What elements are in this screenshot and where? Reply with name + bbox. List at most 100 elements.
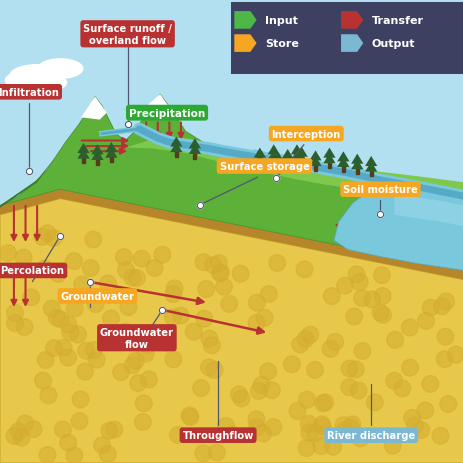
Polygon shape — [290, 145, 302, 155]
Circle shape — [164, 286, 181, 303]
Circle shape — [421, 376, 438, 393]
Circle shape — [66, 447, 82, 463]
Circle shape — [447, 347, 463, 363]
Circle shape — [106, 421, 122, 438]
Polygon shape — [440, 204, 463, 271]
Polygon shape — [0, 190, 463, 280]
Circle shape — [439, 396, 456, 413]
Polygon shape — [337, 152, 349, 162]
Circle shape — [165, 351, 181, 368]
Circle shape — [350, 382, 366, 399]
Circle shape — [78, 343, 94, 359]
Text: Soil moisture: Soil moisture — [342, 185, 417, 195]
Circle shape — [74, 276, 90, 293]
Polygon shape — [91, 150, 103, 161]
Circle shape — [118, 262, 134, 279]
Circle shape — [135, 395, 152, 412]
Circle shape — [288, 403, 305, 419]
Circle shape — [248, 411, 264, 428]
Circle shape — [312, 438, 329, 454]
Circle shape — [366, 394, 382, 411]
Circle shape — [340, 360, 357, 377]
Circle shape — [344, 416, 360, 433]
Circle shape — [306, 425, 323, 442]
Polygon shape — [234, 35, 256, 53]
Circle shape — [301, 326, 318, 343]
Circle shape — [347, 267, 364, 283]
Circle shape — [260, 286, 276, 303]
Circle shape — [55, 340, 72, 357]
Circle shape — [198, 281, 214, 298]
Circle shape — [268, 255, 285, 272]
Polygon shape — [125, 139, 463, 208]
Circle shape — [322, 341, 338, 357]
Circle shape — [291, 337, 308, 353]
Circle shape — [124, 357, 141, 374]
Text: Precipitation: Precipitation — [129, 108, 205, 119]
Circle shape — [230, 386, 247, 403]
Circle shape — [295, 261, 312, 278]
Circle shape — [403, 410, 419, 426]
Circle shape — [154, 247, 170, 263]
Circle shape — [313, 416, 329, 433]
Bar — [341, 167, 344, 172]
Circle shape — [45, 230, 62, 247]
Circle shape — [217, 418, 234, 434]
Text: Store: Store — [264, 39, 298, 49]
Polygon shape — [267, 150, 279, 161]
Ellipse shape — [5, 72, 42, 90]
Circle shape — [169, 426, 186, 443]
Ellipse shape — [9, 65, 65, 88]
Circle shape — [23, 289, 39, 306]
Circle shape — [345, 308, 362, 325]
Circle shape — [340, 379, 357, 396]
Circle shape — [88, 351, 105, 368]
Circle shape — [6, 305, 23, 322]
Polygon shape — [253, 148, 265, 158]
Ellipse shape — [396, 57, 438, 75]
Circle shape — [401, 360, 418, 376]
Circle shape — [69, 326, 86, 343]
Circle shape — [232, 390, 249, 407]
Circle shape — [87, 296, 104, 313]
Bar — [313, 166, 316, 171]
Circle shape — [326, 334, 343, 350]
Polygon shape — [323, 154, 335, 164]
Circle shape — [232, 266, 248, 282]
Circle shape — [224, 426, 240, 443]
Circle shape — [140, 337, 156, 354]
Polygon shape — [394, 194, 463, 227]
Circle shape — [206, 362, 223, 378]
Circle shape — [195, 311, 212, 327]
Circle shape — [400, 319, 417, 336]
Circle shape — [208, 444, 225, 461]
Polygon shape — [272, 153, 284, 163]
Circle shape — [60, 317, 76, 333]
Circle shape — [66, 300, 83, 317]
Circle shape — [200, 331, 217, 347]
Circle shape — [248, 294, 265, 311]
Circle shape — [43, 300, 60, 317]
Circle shape — [342, 419, 358, 436]
Circle shape — [386, 332, 402, 349]
Circle shape — [6, 428, 23, 444]
Bar — [276, 168, 279, 173]
Circle shape — [100, 275, 116, 292]
Circle shape — [52, 311, 69, 328]
Polygon shape — [323, 148, 335, 158]
Circle shape — [250, 383, 267, 400]
Circle shape — [25, 421, 42, 438]
Polygon shape — [81, 97, 106, 120]
Bar — [286, 164, 288, 170]
Circle shape — [353, 290, 369, 307]
Circle shape — [40, 387, 56, 404]
Circle shape — [157, 335, 174, 351]
Circle shape — [323, 288, 339, 305]
Circle shape — [50, 266, 67, 282]
Circle shape — [298, 392, 315, 408]
Polygon shape — [141, 95, 171, 117]
Text: Output: Output — [371, 39, 414, 49]
Bar — [295, 160, 298, 165]
Polygon shape — [234, 12, 256, 30]
Circle shape — [316, 394, 333, 411]
